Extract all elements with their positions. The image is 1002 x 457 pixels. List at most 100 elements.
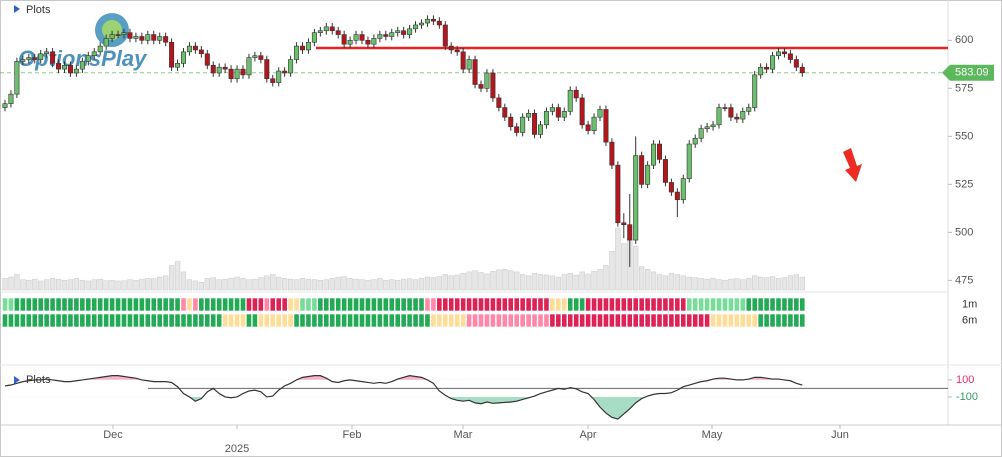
signal-cell — [650, 297, 657, 312]
candle-body — [192, 45, 198, 51]
y-tick-label: 550 — [955, 130, 973, 142]
signal-cell — [228, 297, 234, 312]
signal-cell — [19, 297, 26, 312]
signal-cell — [31, 313, 38, 328]
signal-cell — [156, 313, 163, 328]
volume-bar — [389, 279, 395, 291]
candle-body — [734, 116, 740, 120]
strip-label: 6m — [962, 314, 977, 326]
x-tick-label: May — [702, 429, 723, 441]
candle-body — [526, 113, 532, 118]
volume-bar — [615, 227, 621, 291]
candle-body — [38, 53, 44, 60]
signal-cell — [543, 297, 550, 312]
candle-body — [758, 66, 764, 76]
signal-cell — [335, 297, 342, 312]
volume-bar — [258, 277, 264, 291]
signal-cell — [8, 297, 14, 312]
signal-cell — [727, 313, 734, 328]
volume-bar — [204, 278, 210, 291]
signal-cell — [341, 297, 348, 312]
trend-arrow — [843, 148, 862, 182]
candle-body — [389, 32, 395, 37]
volume-bar — [8, 276, 14, 291]
signal-cell — [478, 297, 484, 312]
signal-cell — [204, 297, 211, 312]
signal-cell — [686, 313, 693, 328]
candle-body — [252, 55, 258, 58]
candle-body — [216, 66, 222, 74]
signal-cell — [591, 313, 597, 328]
volume-bar — [353, 278, 359, 291]
signal-cell — [180, 313, 187, 328]
signal-cell — [347, 313, 353, 328]
signal-cell — [632, 313, 639, 328]
candle-body — [294, 45, 300, 60]
signal-cell — [317, 297, 324, 312]
volume-bar — [442, 274, 448, 291]
signal-cell — [192, 313, 199, 328]
signal-cell — [287, 313, 294, 328]
candle-body — [430, 18, 436, 22]
legend[interactable]: Plots — [26, 4, 51, 16]
signal-cell — [561, 297, 568, 312]
signal-cell — [549, 313, 556, 328]
signal-cell — [781, 313, 788, 328]
signal-cell — [246, 297, 252, 312]
candle-body — [50, 51, 56, 64]
signal-cell — [257, 297, 264, 312]
candle-body — [127, 32, 133, 39]
signal-cell — [281, 313, 288, 328]
signal-cell — [14, 297, 20, 312]
candle-body — [377, 34, 383, 39]
candle-body — [335, 30, 341, 35]
signal-cell — [347, 297, 353, 312]
signal-cell — [698, 313, 705, 328]
candle-body — [787, 53, 793, 60]
signal-cell — [716, 313, 722, 328]
signal-cell — [281, 297, 288, 312]
osc-lower-fill — [189, 396, 646, 420]
volume-bar — [514, 271, 520, 291]
signal-cell — [614, 313, 621, 328]
signal-cell — [234, 297, 240, 312]
signal-cell — [25, 313, 32, 328]
signal-cell — [567, 297, 574, 312]
candle-body — [115, 34, 121, 36]
signal-cell — [644, 297, 651, 312]
signal-cell — [501, 313, 508, 328]
signal-cell — [763, 313, 770, 328]
candle-body — [603, 109, 609, 143]
signal-cell — [133, 297, 139, 312]
signal-cell — [710, 313, 716, 328]
signal-cell — [597, 313, 603, 328]
signal-cell — [162, 297, 169, 312]
volume-bar — [270, 274, 276, 291]
volume-bar — [793, 274, 800, 291]
x-tick-label: 2025 — [225, 443, 249, 455]
candle-body — [228, 68, 234, 80]
signal-cell — [662, 313, 669, 328]
volume-bar — [710, 278, 716, 291]
volume-bar — [14, 274, 20, 291]
signal-cell — [751, 313, 758, 328]
candle-body — [472, 59, 478, 85]
signal-cell — [507, 297, 514, 312]
signal-cell — [739, 297, 746, 312]
signal-cell — [716, 297, 722, 312]
candle-body — [561, 111, 567, 118]
signal-cell — [121, 313, 127, 328]
volume-bar — [508, 270, 514, 291]
volume-bar — [543, 274, 550, 291]
volume-bar — [127, 279, 133, 291]
volume-bar — [216, 279, 222, 291]
signal-cell — [412, 313, 419, 328]
signal-cell — [680, 313, 687, 328]
signal-cell — [733, 297, 740, 312]
osc-tick-label: -100 — [956, 391, 978, 403]
candle-body — [609, 141, 615, 166]
candle-body — [371, 38, 377, 45]
volume-bar — [722, 279, 728, 291]
signal-cell — [757, 313, 764, 328]
volume-bar — [115, 280, 121, 291]
